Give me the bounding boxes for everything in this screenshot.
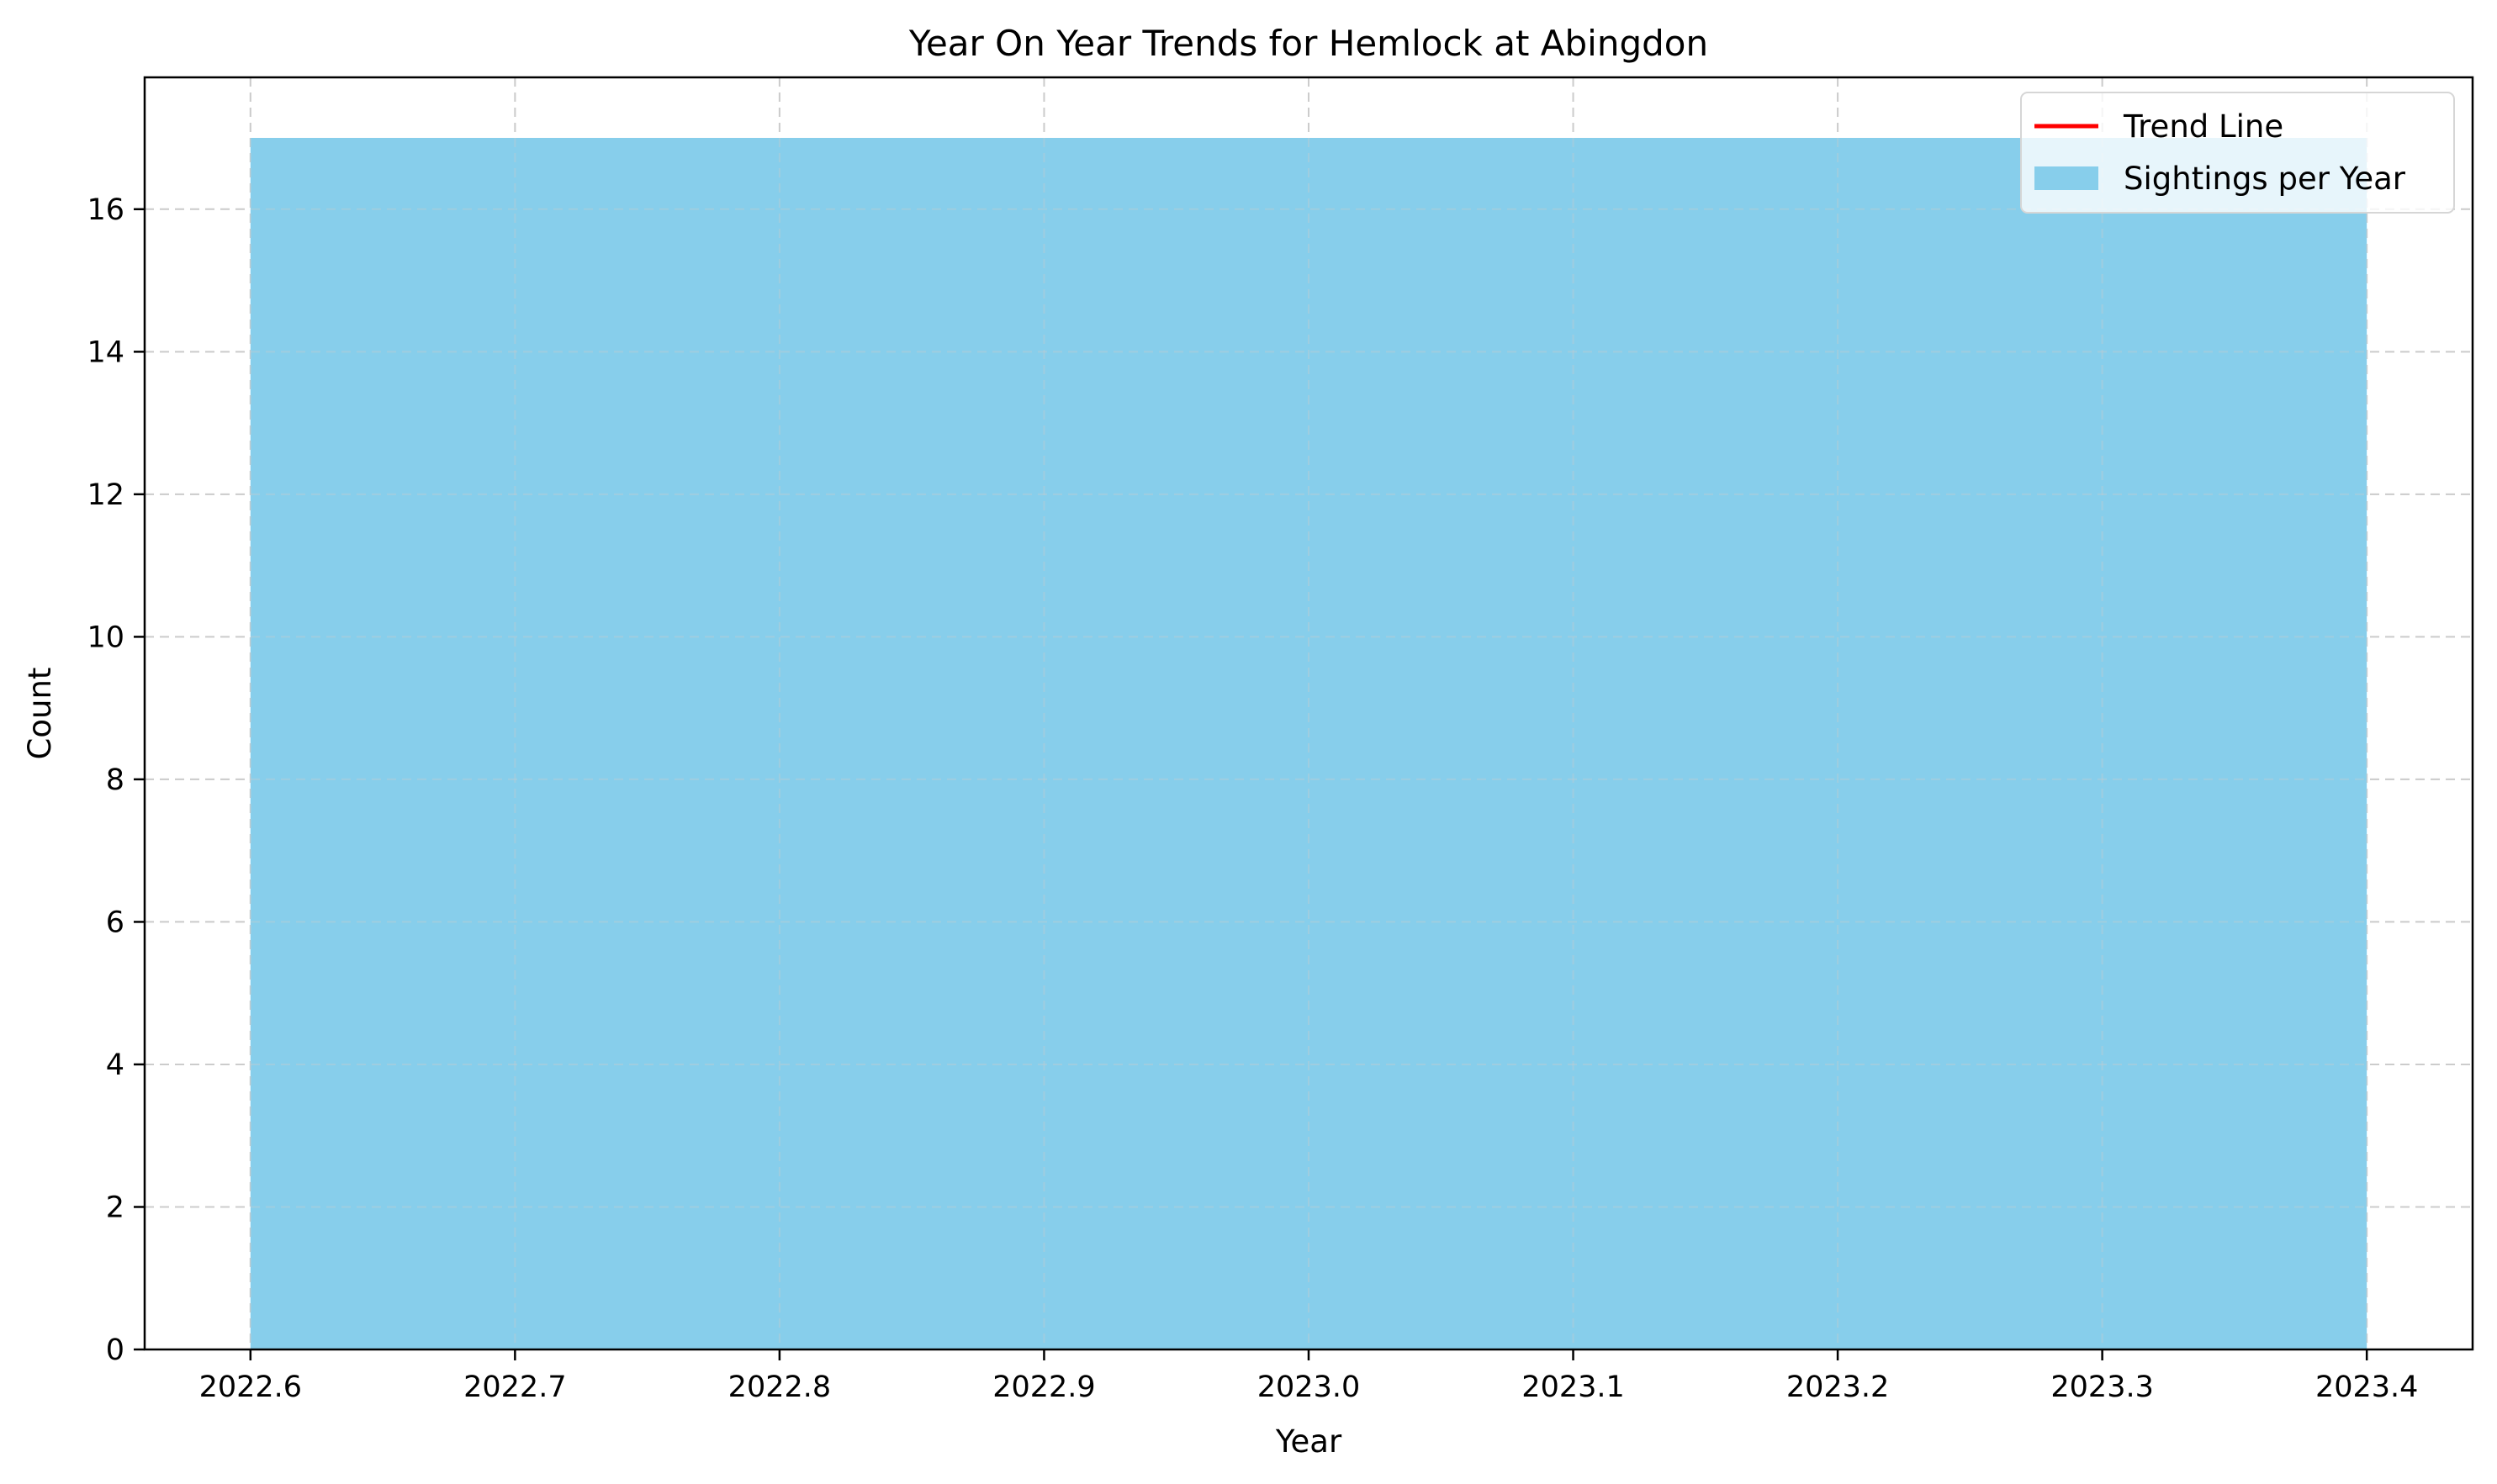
x-tick-label: 2023.1: [1521, 1370, 1624, 1404]
x-tick-label: 2022.8: [728, 1370, 831, 1404]
axes-frame: [143, 76, 2474, 1351]
x-tick-label: 2023.3: [2050, 1370, 2153, 1404]
y-tick-label: 10: [87, 621, 124, 654]
legend-label: Sightings per Year: [2124, 161, 2406, 197]
x-tick-label: 2022.7: [463, 1370, 566, 1404]
x-tick-label: 2023.4: [2315, 1370, 2418, 1404]
y-tick-label: 14: [87, 335, 124, 369]
y-tick-label: 4: [106, 1048, 124, 1082]
x-tick-label: 2023.0: [1257, 1370, 1360, 1404]
y-tick-label: 8: [106, 763, 124, 797]
x-axis-label: Year: [1275, 1423, 1342, 1460]
x-tick-label: 2022.9: [992, 1370, 1095, 1404]
ticks: 2022.6 2022.7 2022.8 2022.9 2023.0 2023.1 2023…: [87, 193, 2418, 1404]
y-tick-label: 6: [106, 906, 124, 939]
legend-box: [2020, 92, 2455, 214]
y-axis-label: Count: [22, 668, 58, 760]
legend-label: Trend Line: [2123, 108, 2283, 145]
y-tick-label: 0: [106, 1333, 124, 1367]
x-tick-label: 2022.6: [199, 1370, 302, 1404]
series-layer: [145, 77, 2473, 1350]
y-tick-label: 2: [106, 1191, 124, 1224]
y-tick-label: 16: [87, 193, 124, 227]
chart-title: Year On Year Trends for Hemlock at Abing…: [908, 23, 1708, 64]
x-tick-label: 2023.2: [1786, 1370, 1889, 1404]
legend-swatch-sightings: [2034, 166, 2098, 190]
sightings-area: [250, 138, 2367, 1350]
legend: Trend Line Sightings per Year: [2020, 92, 2455, 214]
y-tick-label: 12: [87, 478, 124, 512]
